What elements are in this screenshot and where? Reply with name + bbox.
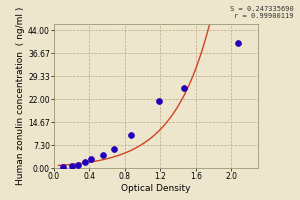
Point (236, 41, 241, 44)
Y-axis label: Human zonulin concentration  ( ng/ml ): Human zonulin concentration ( ng/ml ) (16, 7, 25, 185)
Point (100, 153, 105, 156)
Point (112, 148, 117, 151)
Point (76, 163, 80, 166)
Point (61, 165, 65, 169)
Point (129, 134, 134, 137)
Text: S = 0.247335690
r = 0.99900119: S = 0.247335690 r = 0.99900119 (230, 6, 294, 19)
X-axis label: Optical Density: Optical Density (121, 184, 191, 193)
Point (82, 161, 87, 164)
Point (89, 158, 94, 161)
Point (182, 87, 187, 90)
Point (69, 164, 74, 167)
Point (156, 99, 161, 102)
